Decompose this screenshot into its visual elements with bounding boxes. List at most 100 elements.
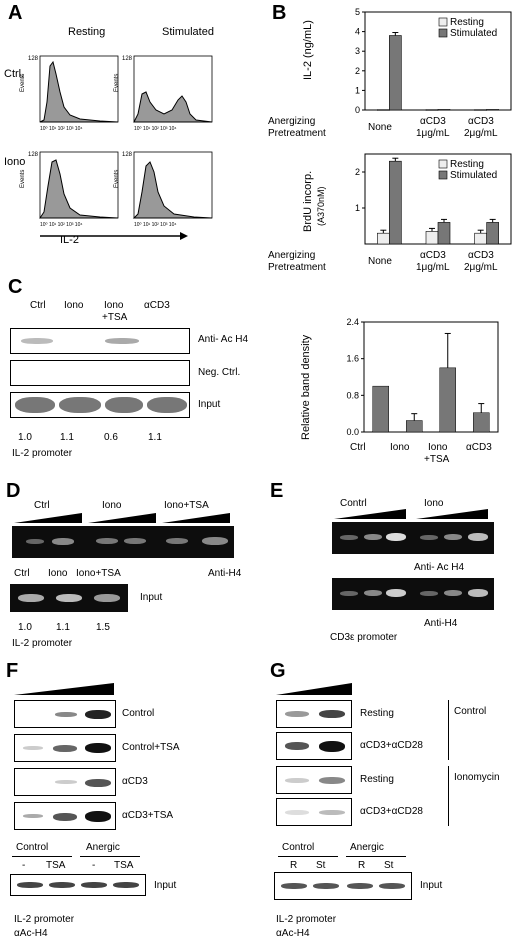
chart-c-ylabel: Relative band density (300, 334, 312, 440)
titration-wedges-e (334, 509, 488, 519)
cat-acd3-2-conc-b: 2μg/mL (464, 262, 498, 273)
cat-none: None (368, 122, 392, 133)
svg-text:10⁰ 10¹ 10² 10³ 10⁴: 10⁰ 10¹ 10² 10³ 10⁴ (40, 126, 83, 132)
svg-text:Events: Events (114, 74, 120, 92)
gel-label-input-f: Input (154, 880, 177, 891)
bar-resting-2 (474, 232, 487, 245)
antibody-label-g: αAc-H4 (276, 928, 310, 939)
group-control-f: Control (16, 842, 49, 853)
cat-acd3-2-b: αCD3 (468, 250, 494, 261)
gel-resting-control-g (276, 700, 352, 728)
pretreat-label-2: Pretreatment (268, 128, 326, 139)
cat-acd3-1: αCD3 (420, 116, 446, 127)
histogram-ctrl-stimulated: 128 Events 10⁰ 10¹ 10² 10³ 10⁴ (114, 55, 213, 132)
lane-iono: Iono (64, 300, 84, 311)
arrow-right-icon (40, 232, 188, 240)
gel-resting-iono-g (276, 766, 352, 794)
group-iono-e: Iono (424, 498, 444, 509)
gel-label-stim-2-g: αCD3+αCD28 (360, 806, 423, 817)
group-anergic-g: Anergic (350, 842, 384, 853)
gel-label-control-tsa-f: Control+TSA (122, 742, 180, 753)
input-lane-iono-d: Iono (48, 568, 68, 579)
y-tick-label: 3 (355, 46, 360, 56)
bracket-ionomycin-g: Ionomycin (454, 772, 500, 783)
svg-text:Events: Events (114, 170, 120, 188)
chart-c-cat-iono: Iono (390, 442, 410, 453)
group-contrl-e: Contrl (340, 498, 367, 509)
gel-acd3-f (14, 768, 116, 796)
gel-control-f (14, 700, 116, 728)
lane-minus-2-f: - (92, 860, 96, 871)
panel-letter-f: F (6, 660, 19, 682)
gel-label-anti-h4-e: Anti-H4 (424, 618, 458, 629)
titration-wedges-d (14, 513, 230, 523)
svg-text:10⁰ 10¹ 10² 10³ 10⁴: 10⁰ 10¹ 10² 10³ 10⁴ (40, 222, 83, 228)
lane-r-1-g: R (290, 860, 298, 871)
svg-text:Events: Events (20, 74, 26, 92)
bar-1 (406, 420, 423, 433)
bar-stimulated-1 (437, 222, 451, 245)
cat-acd3-1-b: αCD3 (420, 250, 446, 261)
gel-label-anti-ac-h4-e: Anti- Ac H4 (414, 562, 465, 573)
gel-anti-ac-h4 (10, 328, 190, 354)
gel-input (10, 392, 190, 418)
y-tick-label: 1 (355, 203, 360, 213)
pretreat-label-1: Anergizing (268, 116, 316, 127)
ratio-ctrl-d: 1.0 (18, 622, 32, 633)
gel-label-resting-1-g: Resting (360, 708, 394, 719)
panel-letter-b: B (272, 2, 287, 24)
lane-tsa-2-f: TSA (114, 860, 134, 871)
promoter-label-e: CD3ε promoter (330, 632, 398, 643)
bar-stimulated-2 (486, 222, 499, 245)
histogram-iono-resting: 128 Events 10⁰ 10¹ 10² 10³ 10⁴ (20, 151, 119, 228)
gel-anti-ac-h4-e (332, 522, 494, 554)
bracket-control-g: Control (454, 706, 487, 717)
promoter-label-c: IL-2 promoter (12, 448, 73, 459)
gel-anti-h4-e (332, 578, 494, 610)
gel-label-input: Input (198, 399, 221, 410)
svg-text:128: 128 (28, 152, 39, 158)
row-iono-label: Iono (4, 156, 26, 168)
y-tick-label: 1 (355, 85, 360, 95)
bar-resting-2 (474, 109, 487, 111)
ratio-ionotsa: 0.6 (104, 432, 118, 443)
promoter-label-g: IL-2 promoter (276, 914, 337, 925)
gel-label-resting-2-g: Resting (360, 774, 394, 785)
chart-brdu-ylabel: BrdU incorp. (302, 170, 314, 232)
gel-acd3-tsa-f (14, 802, 116, 830)
chart-brdu-ylabel-unit: (A370nM) (316, 186, 326, 226)
ratio-iono-d: 1.1 (56, 622, 70, 633)
cat-acd3-2: αCD3 (468, 116, 494, 127)
promoter-label-f: IL-2 promoter (14, 914, 75, 925)
gel-stim-control-g (276, 732, 352, 760)
antibody-label-f: αAc-H4 (14, 928, 48, 939)
gel-label-anti-h4-d: Anti-H4 (208, 568, 242, 579)
y-tick-label: 2 (355, 167, 360, 177)
svg-text:128: 128 (28, 56, 39, 62)
x-axis-il2-label: IL-2 (60, 234, 79, 246)
titration-wedge-f (14, 683, 114, 695)
gel-neg-ctrl (10, 360, 190, 386)
gel-input-f (10, 874, 146, 896)
promoter-label-d: IL-2 promoter (12, 638, 73, 649)
chart-c-cat-acd3: αCD3 (466, 442, 492, 453)
legend-label-1: Stimulated (450, 170, 497, 181)
cat-acd3-2-conc: 2μg/mL (464, 128, 498, 139)
ratio-iono: 1.1 (60, 432, 74, 443)
gel-input-g (274, 872, 412, 900)
bar-stimulated-0 (389, 160, 402, 245)
ratio-ionotsa-d: 1.5 (96, 622, 110, 633)
group-iono-d: Iono (102, 500, 122, 511)
legend-swatch-0 (438, 159, 448, 169)
bar-resting-0 (377, 232, 390, 245)
y-tick-label: 5 (355, 7, 360, 17)
group-control-g: Control (282, 842, 315, 853)
legend-label-0: Resting (450, 159, 484, 170)
plot-frame (364, 11, 512, 111)
lane-tsa-1-f: TSA (46, 860, 66, 871)
y-tick-label: 4 (355, 27, 360, 37)
row-ctrl-label: Ctrl. (4, 68, 25, 80)
gel-anti-h4-d (12, 526, 234, 558)
legend-swatch-1 (438, 170, 448, 180)
gel-label-stim-1-g: αCD3+αCD28 (360, 740, 423, 751)
